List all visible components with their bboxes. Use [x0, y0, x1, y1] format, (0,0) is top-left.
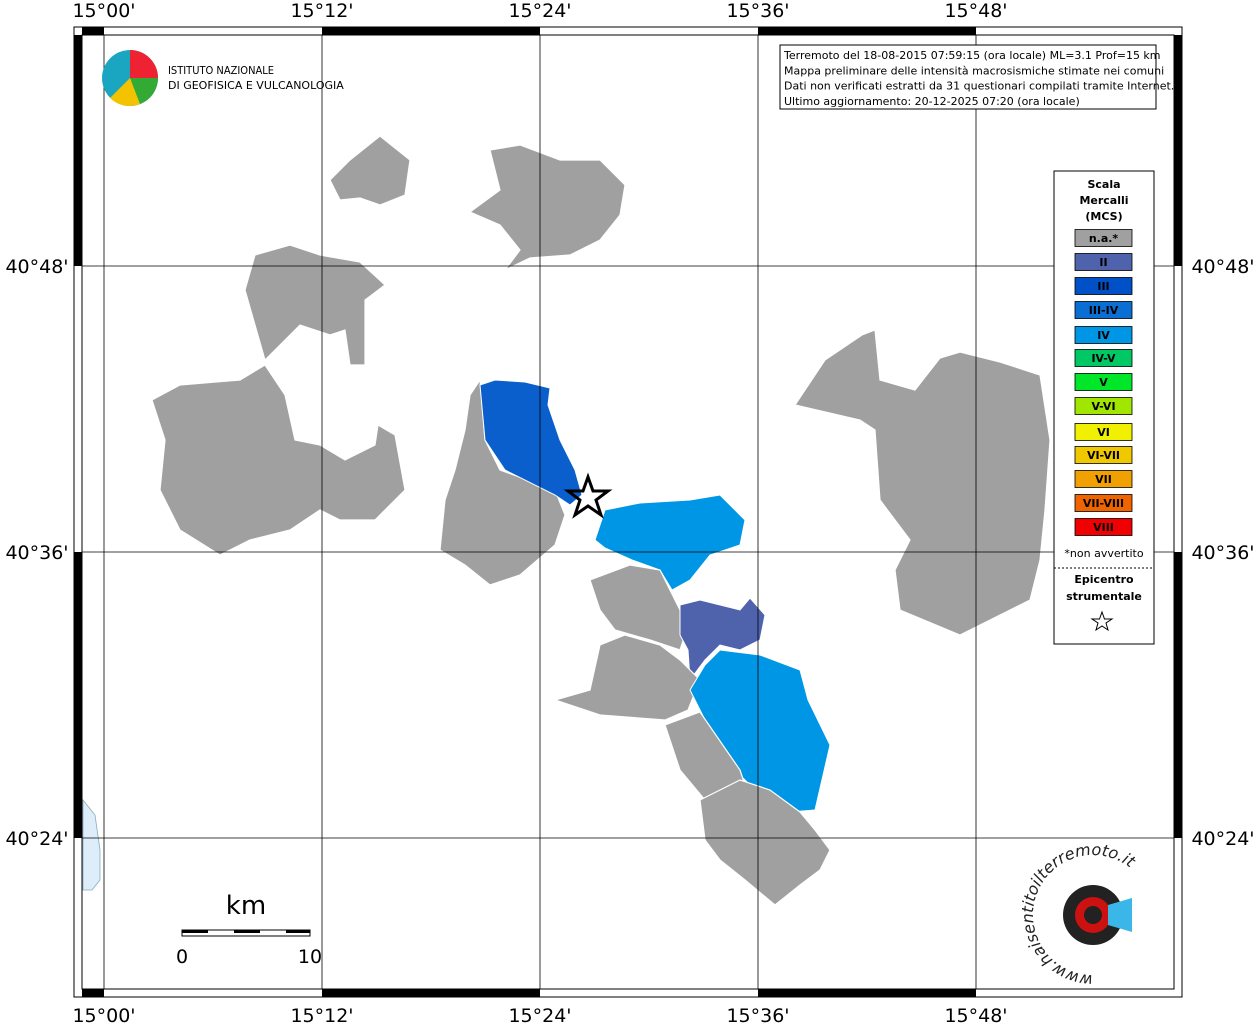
ingv-logo-part: [110, 78, 140, 107]
lon-label: 15°24': [508, 1005, 571, 1024]
lat-label: 40°48': [5, 256, 68, 278]
epicenter-star: [563, 472, 613, 519]
legend-label: II: [1099, 256, 1107, 269]
legend-epicenter: strumentale: [1066, 590, 1142, 603]
info-line: Dati non verificati estratti da 31 quest…: [784, 80, 1174, 93]
legend-title: Mercalli: [1079, 194, 1128, 207]
legend: ScalaMercalli(MCS)n.a.*IIIIIIII-IVIVIV-V…: [1074, 178, 1133, 536]
legend-label: n.a.*: [1089, 232, 1119, 245]
legend-label: III: [1097, 280, 1109, 293]
sea: [82, 798, 101, 891]
legend-swatch: [1074, 518, 1133, 536]
legend-swatch: [1074, 446, 1133, 464]
site-logo-part: [1108, 898, 1132, 932]
legend-label: VI-VII: [1087, 449, 1120, 462]
legend-label: VIII: [1093, 521, 1114, 534]
frame-bars: [74, 27, 1182, 997]
lat-label: 40°36': [1191, 542, 1254, 564]
graticule: [82, 35, 1174, 989]
legend-swatch: [1074, 326, 1133, 344]
legend-label: V: [1099, 376, 1108, 389]
lon-label: 15°48': [944, 0, 1007, 22]
legend-swatch: [1074, 229, 1133, 247]
legend-note: *non avvertito: [1064, 547, 1143, 560]
lat-label: 40°48': [1191, 256, 1254, 278]
municipalities: [151, 135, 1051, 906]
legend-label: IV-V: [1091, 352, 1116, 365]
legend-epicenter: Epicentro: [1074, 573, 1134, 586]
legend-label: VII: [1095, 473, 1112, 486]
legend-star: [1090, 610, 1114, 632]
legend-label: VI: [1097, 426, 1110, 439]
lon-label: 15°12': [290, 1005, 353, 1024]
legend-swatch: [1074, 253, 1133, 271]
legend-swatch: [1074, 373, 1133, 391]
institute-name: DI GEOFISICA E VULCANOLOGIA: [168, 79, 344, 92]
legend-swatch: [1074, 397, 1133, 415]
scale-label: 0: [176, 946, 188, 968]
legend-swatch: [1074, 277, 1133, 295]
info-box: [779, 44, 1157, 110]
lon-label: 15°48': [944, 1005, 1007, 1024]
ingv-logo-part: [130, 78, 158, 104]
lat-label: 40°24': [5, 828, 68, 850]
legend-swatch: [1074, 494, 1133, 512]
legend-swatch: [1074, 470, 1133, 488]
ingv-logo-part: [130, 50, 158, 78]
lon-label: 15°36': [726, 0, 789, 22]
scale-label: 10: [298, 946, 322, 968]
lat-label: 40°24': [1191, 828, 1254, 850]
lon-label: 15°24': [508, 0, 571, 22]
info-lines: Terremoto del 18-08-2015 07:59:15 (ora l…: [783, 49, 1174, 108]
institute-name: ISTITUTO NAZIONALE: [168, 64, 274, 77]
info-line: Terremoto del 18-08-2015 07:59:15 (ora l…: [783, 49, 1161, 62]
legend-swatch: [1074, 301, 1133, 319]
info-line: Mappa preliminare delle intensità macros…: [784, 64, 1164, 77]
lon-label: 15°00': [72, 0, 135, 22]
site-logo-part: [1084, 906, 1102, 924]
map-border: [81, 34, 1175, 990]
legend-label: VII-VIII: [1083, 497, 1124, 510]
lon-label: 15°12': [290, 0, 353, 22]
lon-label: 15°00': [72, 1005, 135, 1024]
legend-swatch: [1074, 423, 1133, 441]
legend-title: Scala: [1087, 178, 1120, 191]
legend-title: (MCS): [1085, 210, 1122, 223]
info-line: Ultimo aggiornamento: 20-12-2025 07:20 (…: [784, 95, 1080, 108]
legend-label: IV: [1097, 329, 1110, 342]
lon-label: 15°36': [726, 1005, 789, 1024]
scale-unit: km: [226, 891, 266, 921]
scale-bar-fill: [182, 930, 310, 933]
legend-label: V-VI: [1091, 400, 1115, 413]
legend-label: III-IV: [1089, 304, 1119, 317]
legend-swatch: [1074, 349, 1133, 367]
lat-label: 40°36': [5, 542, 68, 564]
